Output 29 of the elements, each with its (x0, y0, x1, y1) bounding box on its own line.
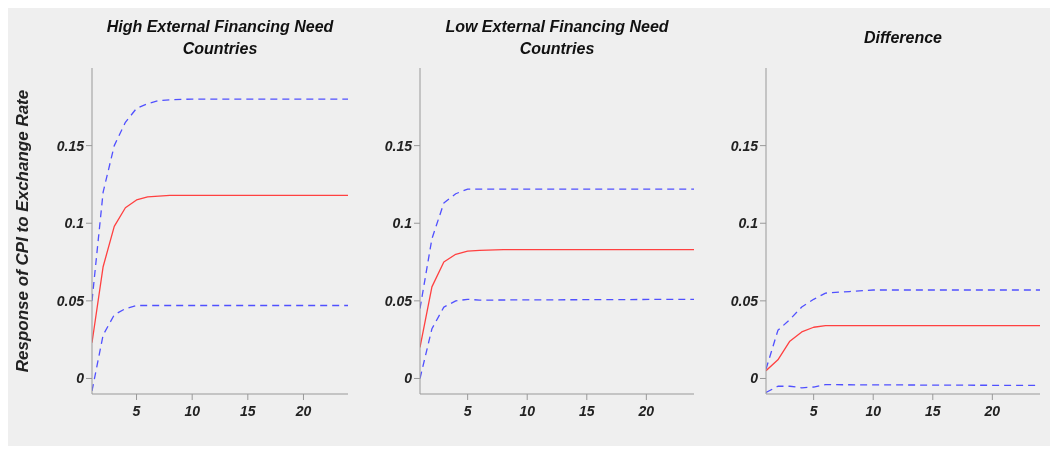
x-tick-label: 15 (924, 402, 941, 419)
y-tick-label: 0.1 (64, 215, 85, 232)
chart-title: High External Financing Need Countries (105, 17, 335, 59)
y-axis-title: Response of CPI to Exchange Rate (13, 89, 33, 373)
x-tick-label: 5 (132, 402, 141, 419)
y-tick-label: 0.15 (384, 137, 413, 154)
y-tick-label: 0.15 (730, 137, 759, 154)
y-tick-label: 0 (404, 370, 413, 387)
y-tick-label: 0.1 (392, 215, 413, 232)
y-tick-label: 0.05 (56, 292, 85, 309)
x-tick-label: 15 (578, 402, 595, 419)
chart-title: Low External Financing Need Countries (444, 17, 670, 59)
y-tick-label: 0 (76, 370, 85, 387)
y-tick-label: 0.1 (738, 215, 759, 232)
y-tick-label: 0.05 (384, 292, 413, 309)
x-tick-label: 5 (809, 402, 818, 419)
y-tick-label: 0 (750, 370, 759, 387)
chart-title: Difference (863, 28, 943, 48)
x-tick-label: 20 (983, 402, 1001, 419)
x-tick-label: 10 (184, 402, 201, 419)
x-tick-label: 20 (294, 402, 312, 419)
x-tick-label: 10 (865, 402, 882, 419)
y-tick-label: 0.05 (730, 292, 759, 309)
y-tick-label: 0.15 (56, 137, 85, 154)
x-tick-label: 15 (240, 402, 256, 419)
x-tick-label: 20 (637, 402, 655, 419)
x-tick-label: 10 (519, 402, 536, 419)
x-tick-label: 5 (463, 402, 472, 419)
line-series (766, 325, 1040, 372)
